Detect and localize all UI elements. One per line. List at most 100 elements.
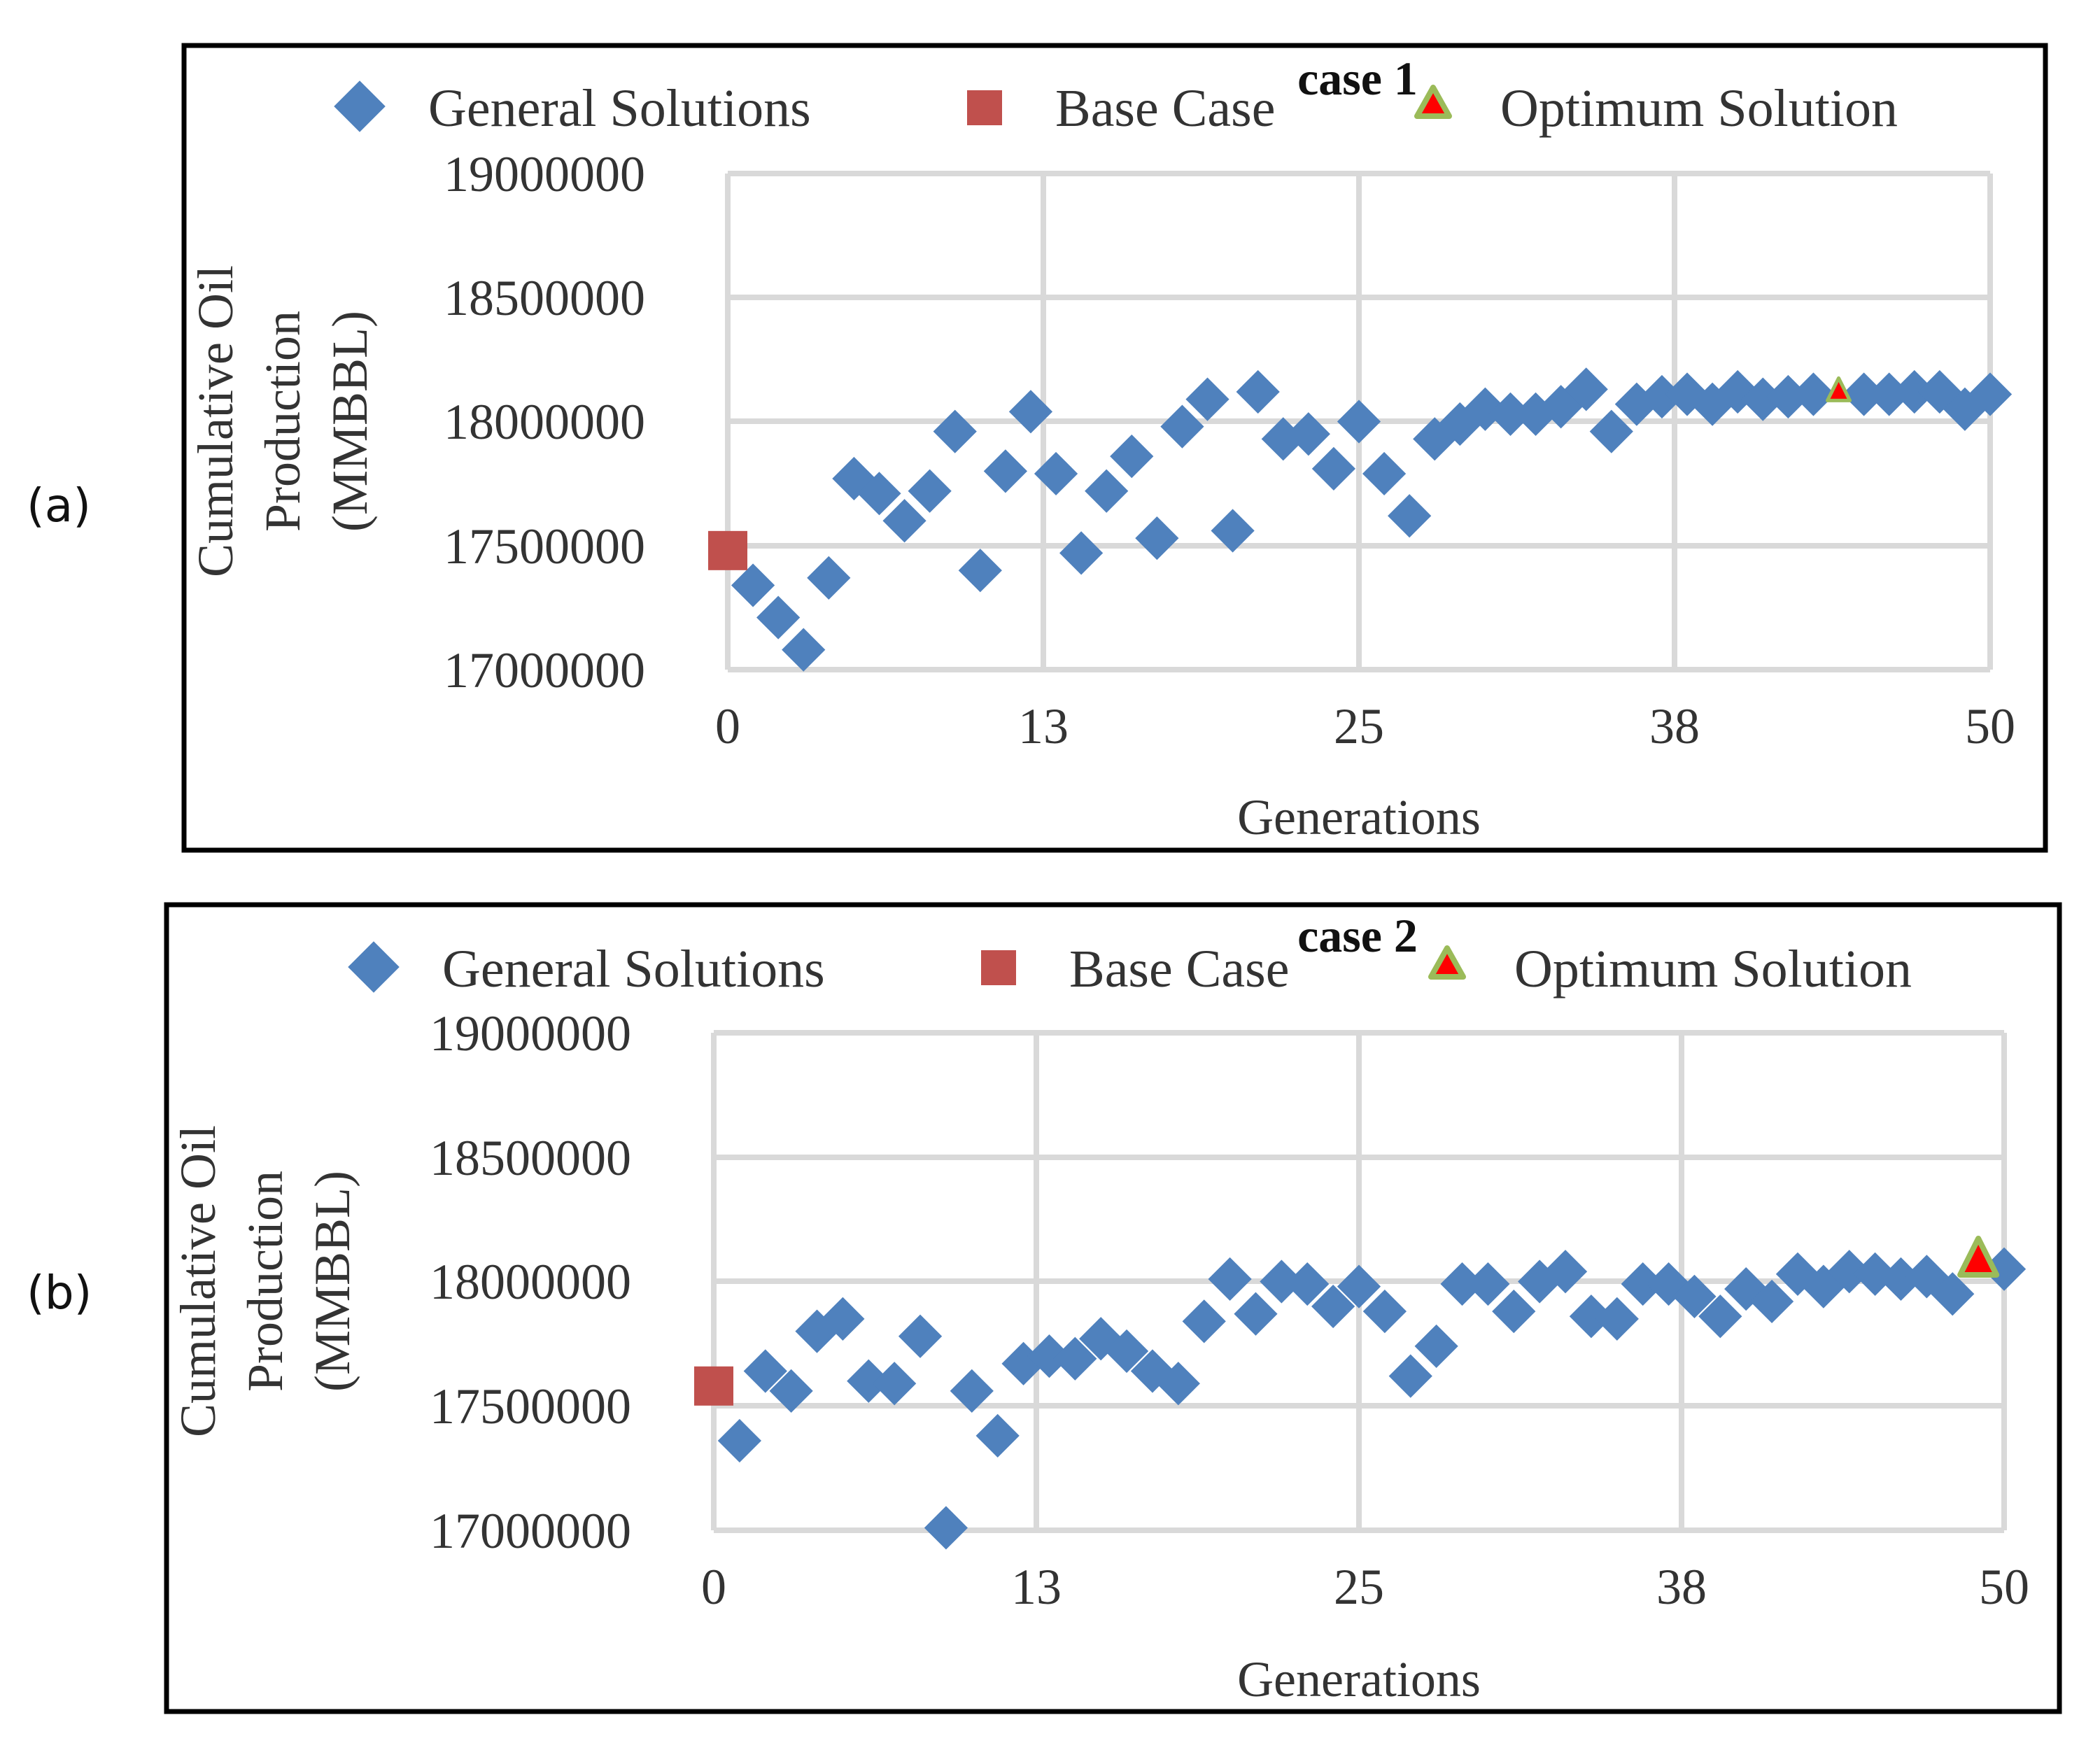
data-point-general-solution: [731, 563, 775, 607]
data-point-general-solution: [1466, 1262, 1510, 1306]
data-point-general-solution: [1842, 372, 1886, 416]
x-tick-label: 13: [1011, 1559, 1062, 1615]
data-point-general-solution: [1595, 1297, 1639, 1341]
legend-label-optimum-solution: Optimum Solution: [1514, 940, 1912, 999]
data-point-general-solution: [1234, 1292, 1278, 1336]
data-point-general-solution: [873, 1362, 917, 1406]
data-point-general-solution: [1414, 1324, 1458, 1369]
chart-frame: [181, 43, 2048, 853]
y-tick-label: 19000000: [444, 146, 645, 202]
y-tick-label: 19000000: [430, 1005, 631, 1061]
x-tick-label: 38: [1649, 698, 1700, 754]
legend-label-general-solutions: General Solutions: [442, 940, 825, 999]
data-point-general-solution: [857, 472, 901, 516]
data-point-general-solution: [1388, 1354, 1432, 1398]
y-axis: 19000000 18500000 18000000 17500000 1700…: [444, 146, 645, 698]
data-point-general-solution: [1059, 531, 1104, 575]
data-point-general-solution: [756, 595, 801, 640]
data-point-general-solution: [1034, 451, 1078, 496]
data-point-general-solution: [1008, 390, 1053, 434]
data-point-general-solution: [1208, 1257, 1252, 1301]
chart-title: case 1: [1297, 52, 1418, 105]
y-tick-label: 17000000: [430, 1503, 631, 1559]
legend-marker-base-case: [981, 950, 1016, 985]
y-tick-label: 17500000: [430, 1378, 631, 1434]
data-point-general-solution: [1211, 509, 1255, 553]
data-point-general-solution: [1388, 494, 1432, 538]
data-point-general-solution: [1362, 451, 1407, 496]
y-tick-label: 18000000: [444, 394, 645, 450]
data-point-general-solution: [898, 1314, 943, 1358]
x-tick-label: 25: [1334, 1559, 1384, 1615]
x-axis-title: Generations: [1237, 789, 1481, 845]
chart-frame: [164, 902, 2062, 1714]
legend-marker-optimum-solution: [1428, 945, 1466, 980]
y-tick-label: 17500000: [444, 518, 645, 574]
y-tick-label: 18000000: [430, 1254, 631, 1310]
data-point-general-solution: [1135, 516, 1179, 560]
data-point-general-solution: [1968, 372, 2013, 416]
legend-marker-general-solutions: [348, 941, 400, 993]
x-tick-label: 0: [715, 698, 740, 754]
legend-label-optimum-solution: Optimum Solution: [1500, 79, 1898, 138]
data-point-general-solution: [782, 628, 826, 672]
y-axis-title-line: Production: [237, 1171, 293, 1392]
x-axis: 0 13 25 38 50: [701, 1559, 2029, 1615]
data-point-general-solution: [1236, 369, 1280, 414]
data-point-general-solution: [1488, 392, 1532, 436]
x-tick-label: 13: [1018, 698, 1069, 754]
data-point-optimum-solution: [1826, 376, 1852, 402]
y-axis: 19000000 18500000 18000000 17500000 1700…: [430, 1005, 631, 1559]
x-axis-title: Generations: [1237, 1651, 1481, 1707]
chart-title: case 2: [1297, 909, 1418, 962]
data-points: [708, 367, 2013, 672]
data-point-general-solution: [1337, 400, 1381, 444]
panel-label-a: (a): [27, 479, 91, 532]
legend-marker-base-case: [967, 90, 1002, 125]
x-tick-label: 0: [701, 1559, 726, 1615]
y-axis-title: Cumulative Oil Production (MMBBL): [188, 265, 378, 577]
data-point-optimum-solution: [1957, 1235, 2000, 1278]
data-point-general-solution: [1741, 377, 1785, 421]
data-point-general-solution: [1867, 372, 1911, 416]
panel-label-b: (b): [27, 1266, 92, 1320]
data-point-general-solution: [975, 1413, 1020, 1458]
data-point-general-solution: [1182, 1299, 1226, 1343]
data-point-general-solution: [1564, 367, 1608, 411]
y-tick-label: 18500000: [444, 270, 645, 326]
y-axis-title-line: Cumulative Oil: [188, 265, 244, 577]
data-point-general-solution: [1791, 372, 1835, 416]
legend-label-base-case: Base Case: [1055, 79, 1275, 138]
data-point-general-solution: [983, 449, 1027, 493]
data-point-general-solution: [1589, 409, 1633, 453]
data-point-general-solution: [924, 1506, 968, 1550]
y-axis-title: Cumulative Oil Production (MMBBL): [170, 1125, 360, 1437]
data-point-general-solution: [1492, 1290, 1536, 1334]
legend-label-base-case: Base Case: [1069, 940, 1289, 999]
y-tick-label: 17000000: [444, 642, 645, 698]
y-tick-label: 18500000: [430, 1130, 631, 1186]
data-point-general-solution: [1110, 435, 1154, 479]
x-tick-label: 50: [1965, 698, 2015, 754]
y-axis-title-line: Cumulative Oil: [170, 1125, 226, 1437]
y-axis-title-line: (MMBBL): [304, 1171, 360, 1392]
chart-case-1: case 1 General Solutions Base Case Optim…: [181, 43, 2048, 853]
data-point-general-solution: [807, 556, 851, 600]
y-axis-title-line: (MMBBL): [322, 311, 378, 532]
data-point-base-case: [694, 1366, 733, 1406]
data-point-general-solution: [1185, 377, 1229, 421]
legend-marker-general-solutions: [334, 80, 386, 132]
x-tick-label: 50: [1979, 1559, 2029, 1615]
legend-marker-optimum-solution: [1414, 85, 1452, 119]
data-point-base-case: [708, 530, 747, 570]
x-axis: 0 13 25 38 50: [715, 698, 2015, 754]
data-point-general-solution: [1892, 369, 1936, 414]
data-point-general-solution: [908, 469, 952, 513]
data-point-general-solution: [1766, 374, 1810, 419]
data-point-general-solution: [882, 499, 926, 543]
data-point-general-solution: [1311, 446, 1356, 491]
data-point-general-solution: [1286, 412, 1330, 456]
data-point-general-solution: [1640, 374, 1684, 419]
y-axis-title-line: Production: [255, 311, 311, 532]
